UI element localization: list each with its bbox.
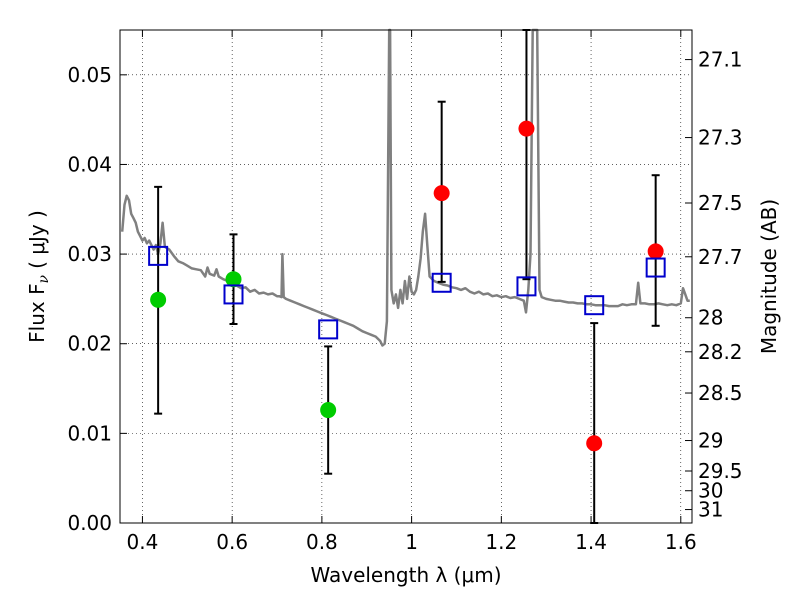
x-tick-label: 0.8 bbox=[306, 530, 338, 554]
axis-ticks: 0.4 0.6 0.8 1 1.2 1.4 1.6 0.00 0.01 0.02 0.03 0.04 0… bbox=[67, 30, 743, 554]
plot-frame bbox=[119, 29, 693, 524]
y-tick-label: 0.01 bbox=[67, 421, 112, 445]
right-tick-label: 28.5 bbox=[698, 381, 743, 405]
x-axis-label: Wavelength λ (μm) bbox=[310, 563, 501, 587]
y-tick-label: 0.02 bbox=[67, 332, 112, 356]
right-tick-label: 27.1 bbox=[698, 48, 743, 72]
data-point-circle bbox=[586, 435, 603, 452]
data-point-circle bbox=[647, 243, 664, 260]
x-tick-label: 1 bbox=[405, 530, 418, 554]
spectrum-layer bbox=[120, 28, 690, 347]
right-tick-label: 27.7 bbox=[698, 245, 743, 269]
y-axis-label-subscript: ν bbox=[36, 274, 52, 283]
y-axis-label-text: Flux F bbox=[25, 283, 49, 342]
right-tick-label: 29.5 bbox=[698, 459, 743, 483]
x-tick-label: 0.4 bbox=[127, 530, 159, 554]
right-tick-label: 30 bbox=[698, 479, 723, 503]
data-point-square bbox=[584, 295, 605, 316]
right-axis-label: Magnitude (AB) bbox=[757, 199, 781, 354]
right-tick-label: 31 bbox=[698, 498, 723, 522]
x-tick-label: 1.4 bbox=[575, 530, 607, 554]
data-point-square bbox=[318, 319, 339, 340]
y-tick-label: 0.05 bbox=[67, 63, 112, 87]
data-point-circle bbox=[225, 271, 242, 288]
data-point-square bbox=[431, 272, 452, 293]
data-point-circle bbox=[150, 291, 167, 308]
spectrum-line bbox=[120, 28, 690, 347]
y-tick-label: 0.00 bbox=[67, 511, 112, 535]
data-markers bbox=[148, 120, 666, 452]
data-point-square bbox=[148, 245, 169, 266]
right-tick-label: 27.3 bbox=[698, 126, 743, 150]
y-axis-label-unit: ( μJy ) bbox=[25, 210, 49, 269]
data-point-square bbox=[223, 284, 244, 305]
right-tick-label: 29 bbox=[698, 429, 723, 453]
data-point-circle bbox=[433, 185, 450, 202]
right-tick-label: 27.5 bbox=[698, 191, 743, 215]
right-tick-label: 28.2 bbox=[698, 340, 743, 364]
data-point-circle bbox=[518, 120, 535, 137]
x-tick-label: 1.6 bbox=[665, 530, 697, 554]
right-tick-label: 28 bbox=[698, 306, 723, 330]
x-tick-label: 1.2 bbox=[485, 530, 517, 554]
x-tick-label: 0.6 bbox=[216, 530, 248, 554]
data-point-circle bbox=[320, 402, 337, 419]
y-tick-label: 0.03 bbox=[67, 242, 112, 266]
data-point-square bbox=[516, 276, 537, 297]
y-axis-label: Flux Fν ( μJy ) bbox=[25, 210, 52, 343]
y-tick-label: 0.04 bbox=[67, 152, 112, 176]
data-point-square bbox=[645, 257, 666, 278]
